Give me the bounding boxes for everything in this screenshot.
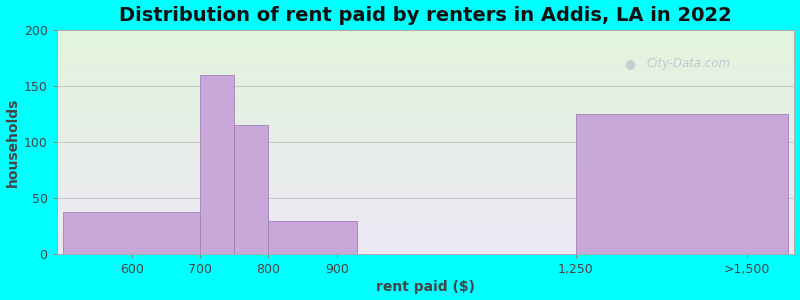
Bar: [200, 75, 234, 254]
X-axis label: rent paid ($): rent paid ($): [376, 280, 475, 294]
Bar: [63, 212, 200, 254]
Y-axis label: households: households: [6, 98, 19, 187]
Text: City-Data.com: City-Data.com: [647, 57, 731, 70]
Bar: [234, 125, 269, 254]
Bar: [269, 221, 358, 254]
Bar: [576, 114, 788, 254]
Text: ●: ●: [625, 57, 636, 70]
Title: Distribution of rent paid by renters in Addis, LA in 2022: Distribution of rent paid by renters in …: [119, 6, 732, 25]
